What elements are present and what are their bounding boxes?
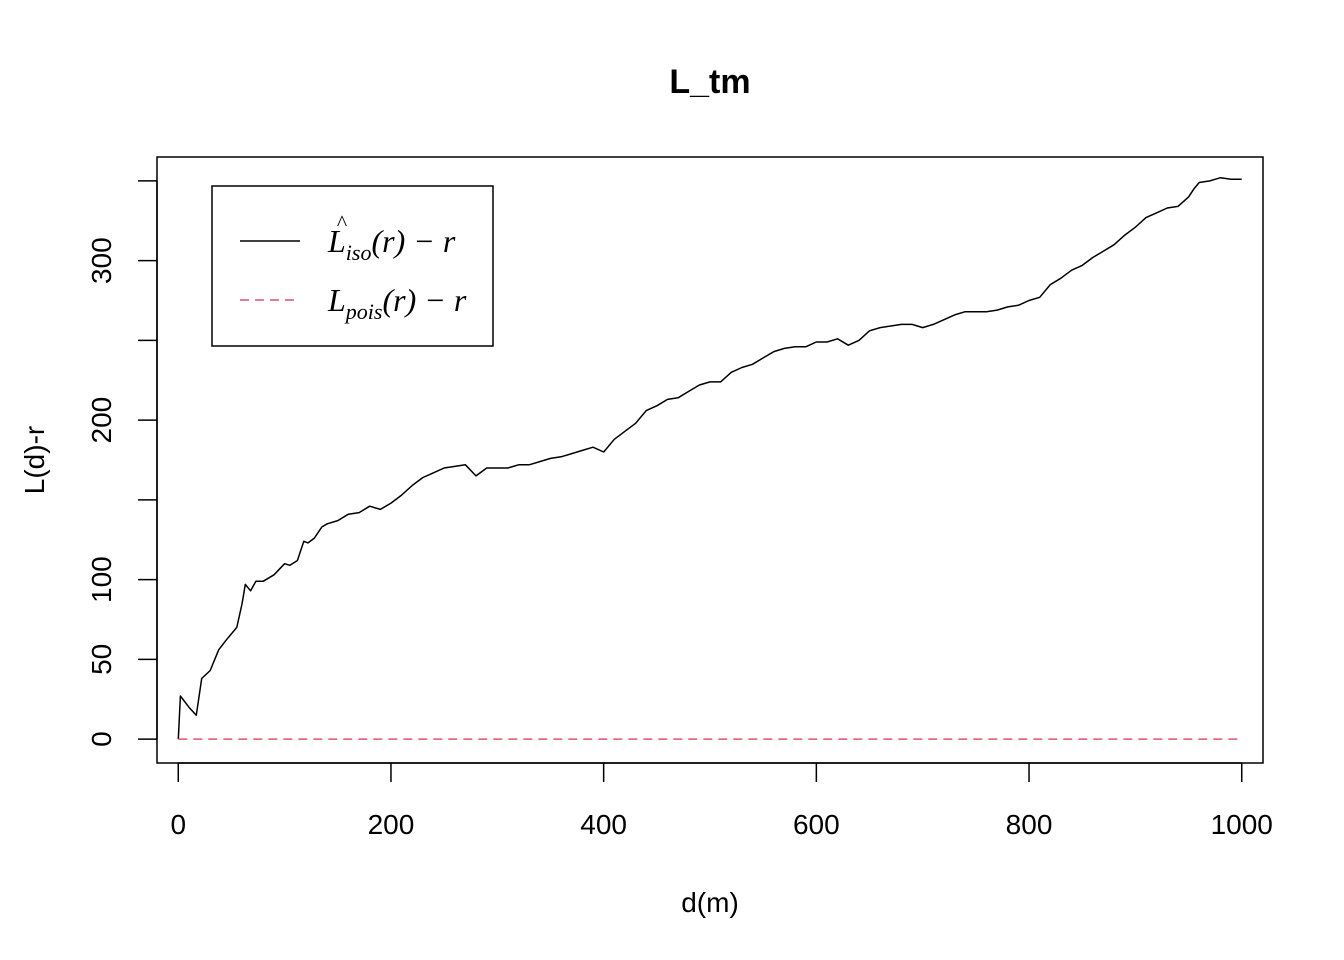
series-layer (177, 176, 1242, 740)
legend-box (211, 185, 494, 347)
chart-title: L_tm (669, 63, 750, 101)
x-tick-label: 400 (580, 809, 627, 840)
x-axis-label: d(m) (681, 887, 739, 918)
x-tick-label: 600 (793, 809, 840, 840)
x-axis: 0 200 400 600 800 1000 (170, 762, 1273, 840)
legend-hat: ^ (336, 210, 347, 235)
legend: Liso(r) − r^ Lpois(r) − r (211, 185, 494, 347)
y-tick-label: 100 (86, 556, 117, 603)
x-tick-label: 0 (170, 809, 186, 840)
series-line-iso (177, 176, 1242, 740)
y-tick-label: 200 (86, 397, 117, 444)
y-axis: 0 50 100 200 300 (86, 180, 158, 747)
y-tick-label: 50 (86, 644, 117, 675)
x-tick-label: 800 (1006, 809, 1053, 840)
legend-label-pois: Lpois(r) − r (327, 282, 467, 324)
legend-label-iso: Liso(r) − r (327, 223, 456, 265)
y-tick-label: 300 (86, 237, 117, 284)
x-tick-label: 1000 (1211, 809, 1273, 840)
x-tick-label: 200 (368, 809, 415, 840)
y-axis-label: L(d)-r (19, 426, 50, 494)
y-tick-label: 0 (86, 731, 117, 747)
